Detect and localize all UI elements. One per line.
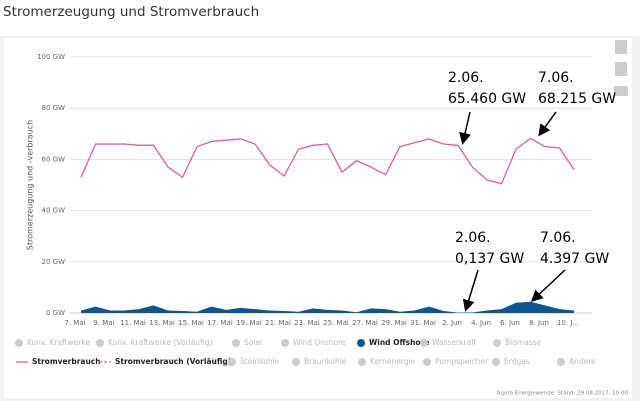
y-tick-label: 100 GW <box>37 53 65 61</box>
legend-item[interactable]: Pumpspeicher <box>423 357 489 366</box>
legend-item[interactable]: Andere <box>557 357 596 366</box>
x-tick-label: 7. Mai <box>64 319 85 327</box>
print-icon[interactable] <box>614 86 628 96</box>
legend-marker <box>96 339 104 347</box>
annotation-value: 65.460 GW <box>448 91 526 107</box>
annotation-date: 2.06. <box>448 70 484 86</box>
legend-marker <box>228 358 236 366</box>
x-tick-label: 21. Mai <box>265 319 291 327</box>
line <box>80 137 575 185</box>
annotation-arrow <box>538 111 557 137</box>
x-tick-label: 23. Mai <box>294 319 320 327</box>
y-tick-label: 0 GW <box>46 309 65 317</box>
legend-label: Stromverbrauch <box>32 357 101 366</box>
legend-label: Konv. Kraftwerke (Vorläufig) <box>108 338 213 347</box>
y-tick-label: 20 GW <box>42 258 66 266</box>
legend-label: Biomasse <box>505 338 542 347</box>
annotation-date: 7.06. <box>538 70 574 86</box>
legend-item[interactable]: Konv. Kraftwerke (Vorläufig) <box>96 338 213 347</box>
chart-area <box>4 38 632 398</box>
legend-item[interactable]: Wind Onshore <box>281 338 346 347</box>
annotation-arrow <box>462 269 479 312</box>
annotation-date: 7.06. <box>540 230 576 246</box>
export-icons[interactable] <box>614 40 628 96</box>
x-tick-label: 31. Mai <box>410 319 436 327</box>
x-tick-label: 10. J... <box>557 319 579 327</box>
legend-item[interactable]: Solar <box>232 338 264 347</box>
legend-marker <box>358 358 366 366</box>
legend-marker <box>420 339 428 347</box>
svg-icon[interactable] <box>615 62 627 76</box>
legend-label: Andere <box>569 357 596 366</box>
legend-marker <box>492 358 500 366</box>
legend-marker <box>423 358 431 366</box>
annotation-arrow <box>530 269 566 303</box>
annotation-value: 4.397 GW <box>540 251 609 267</box>
source: Agora Energiewende; Stand: 29.08.2017, 1… <box>497 391 629 397</box>
legend-marker <box>357 339 365 347</box>
legend-label: Konv. Kraftwerke <box>27 338 90 347</box>
x-tick-label: 2. Jun <box>442 319 462 327</box>
legend-item[interactable]: Wasserkraft <box>420 338 477 347</box>
x-tick-label: 29. Mai <box>381 319 407 327</box>
legend-item[interactable]: Erdgas <box>492 357 530 366</box>
x-tick-label: 6. Jun <box>500 319 520 327</box>
annotation-value: 0,137 GW <box>455 251 524 267</box>
x-tick-label: 8. Jun <box>529 319 549 327</box>
area <box>81 301 574 313</box>
legend-marker <box>493 339 501 347</box>
annotation-date: 2.06. <box>455 230 491 246</box>
legend-label: Erdgas <box>504 357 530 366</box>
legend-marker <box>15 339 23 347</box>
legend-item[interactable]: Kernenergie <box>358 357 416 366</box>
chart-title: Stromerzeugung und Stromverbrauch <box>3 4 259 20</box>
y-tick-label: 40 GW <box>42 207 66 215</box>
x-tick-label: 4. Jun <box>471 319 491 327</box>
annotation-value: 68.215 GW <box>538 91 616 107</box>
legend-label: Stromverbrauch (Vorläufig) <box>115 357 231 366</box>
legend-label: Wind Onshore <box>293 338 346 347</box>
legend-label: Steinkohle <box>240 357 280 366</box>
annotation-arrow <box>459 111 471 145</box>
legend-item[interactable]: Biomasse <box>493 338 542 347</box>
legend-label: Pumpspeicher <box>435 357 489 366</box>
y-tick-label: 60 GW <box>42 155 66 163</box>
legend-item[interactable]: Stromverbrauch (Vorläufig) <box>99 357 231 366</box>
legend-item[interactable]: Wind Offshore <box>357 338 429 347</box>
legend-marker <box>557 358 565 366</box>
legend-marker <box>281 339 289 347</box>
legend-label: Wasserkraft <box>432 338 477 347</box>
x-tick-label: 19. Mai <box>236 319 262 327</box>
x-tick-label: 13. Mai <box>149 319 175 327</box>
legend-label: Kernenergie <box>370 357 416 366</box>
png-icon[interactable] <box>615 40 627 54</box>
x-tick-label: 9. Mai <box>93 319 114 327</box>
x-tick-label: 25. Mai <box>323 319 349 327</box>
y-axis-label: Stromerzeugung und -verbrauch <box>26 120 35 250</box>
x-tick-label: 17. Mai <box>207 319 233 327</box>
legend-label: Wind Offshore <box>369 338 429 347</box>
legend-marker <box>292 358 300 366</box>
legend-label: Solar <box>244 338 264 347</box>
legend-label: Braunkohle <box>304 357 347 366</box>
x-tick-label: 15. Mai <box>178 319 204 327</box>
legend-item[interactable]: Konv. Kraftwerke <box>15 338 90 347</box>
y-tick-label: 80 GW <box>42 104 66 112</box>
legend-item[interactable]: Stromverbrauch <box>16 357 101 366</box>
legend-item[interactable]: Braunkohle <box>292 357 347 366</box>
legend-marker <box>232 339 240 347</box>
legend-item[interactable]: Steinkohle <box>228 357 280 366</box>
x-tick-label: 27. Mai <box>352 319 378 327</box>
x-tick-label: 11. Mai <box>120 319 146 327</box>
